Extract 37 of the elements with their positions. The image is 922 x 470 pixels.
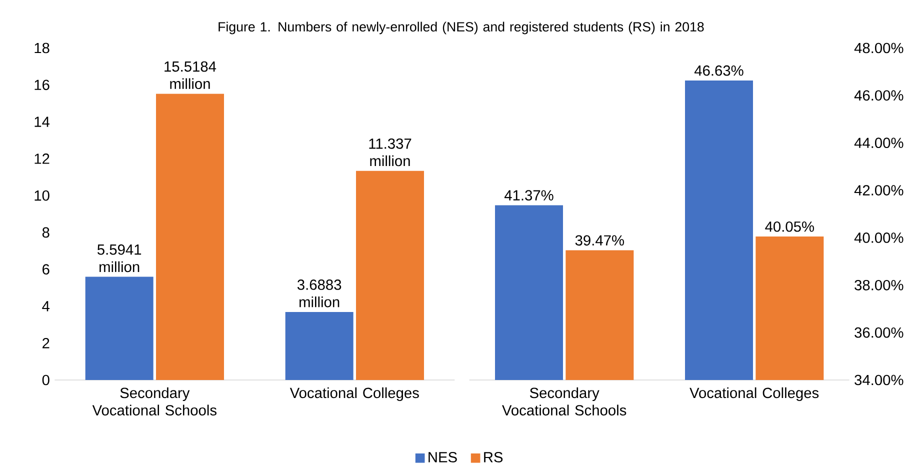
x-tick-label: Vocational Colleges	[290, 388, 419, 402]
y-tick-label: 16	[34, 80, 50, 90]
y2-tick-label: 36.00%	[854, 328, 904, 338]
data-label: 3.6883 million	[297, 280, 342, 308]
bar	[156, 94, 224, 380]
y-tick-label: 14	[34, 116, 50, 128]
x-tick-label: Secondary Vocational Schools	[502, 388, 626, 416]
y-tick-label: 8	[42, 227, 50, 238]
x-tick-label: Secondary Vocational Schools	[92, 388, 216, 416]
data-label: 46.63%	[694, 66, 744, 76]
y2-tick-label: 48.00%	[854, 43, 904, 54]
data-label: 40.05%	[765, 222, 814, 232]
y2-tick-label: 44.00%	[854, 138, 904, 148]
bar	[285, 312, 354, 380]
legend-label: RS	[484, 452, 503, 463]
y2-tick-label: 46.00%	[854, 90, 904, 101]
bar	[356, 171, 424, 380]
y-tick-label: 4	[42, 301, 50, 312]
y-tick-label: 0	[42, 375, 50, 386]
data-label: 15.5184 million	[164, 62, 216, 90]
data-label: 41.37%	[504, 190, 554, 201]
data-label: 39.47%	[575, 235, 624, 246]
legend-label: NES	[428, 452, 457, 463]
y-tick-label: 12	[34, 154, 50, 164]
y2-tick-label: 40.00%	[854, 232, 904, 244]
data-label: 11.337 million	[369, 138, 412, 166]
y-tick-label: 18	[34, 43, 50, 54]
y-tick-label: 10	[34, 190, 50, 201]
y2-tick-label: 38.00%	[854, 280, 904, 291]
y-tick-label: 6	[42, 264, 50, 275]
bar	[85, 277, 154, 380]
y-tick-label: 2	[42, 338, 50, 348]
y2-tick-label: 34.00%	[854, 375, 904, 386]
y2-tick-label: 42.00%	[854, 185, 904, 196]
x-tick-label: Vocational Colleges	[690, 388, 819, 402]
chart-title: Figure 1. Numbers of newly-enrolled (NES) and registered students (RS) in 2018	[218, 22, 704, 34]
data-label: 5.5941 million	[97, 244, 142, 272]
